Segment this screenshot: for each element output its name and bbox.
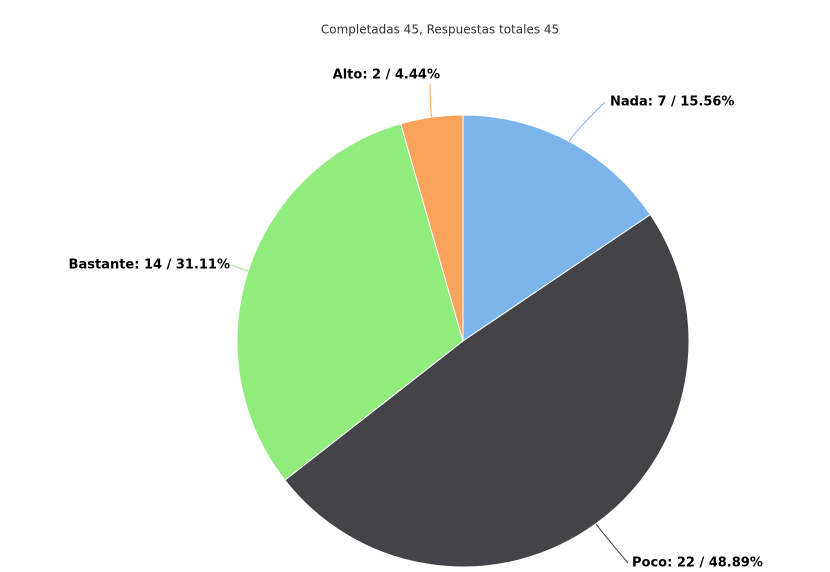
chart-title: Completadas 45, Respuestas totales 45 [321, 23, 559, 37]
connector-line [595, 523, 629, 564]
pie-slice [462, 114, 652, 342]
pie-slice [400, 114, 464, 342]
slice-label: Bastante: 14 / 31.11% [69, 258, 230, 273]
connector-line [568, 101, 606, 142]
connector-line [429, 83, 433, 118]
slice-label: Poco: 22 / 48.89% [632, 556, 763, 571]
pie-slice [236, 123, 464, 481]
slice-label: Nada: 7 / 15.56% [610, 95, 734, 110]
pie-slice [284, 213, 690, 568]
slice-label: Alto: 2 / 4.44% [333, 68, 440, 83]
connector-line [231, 264, 249, 272]
